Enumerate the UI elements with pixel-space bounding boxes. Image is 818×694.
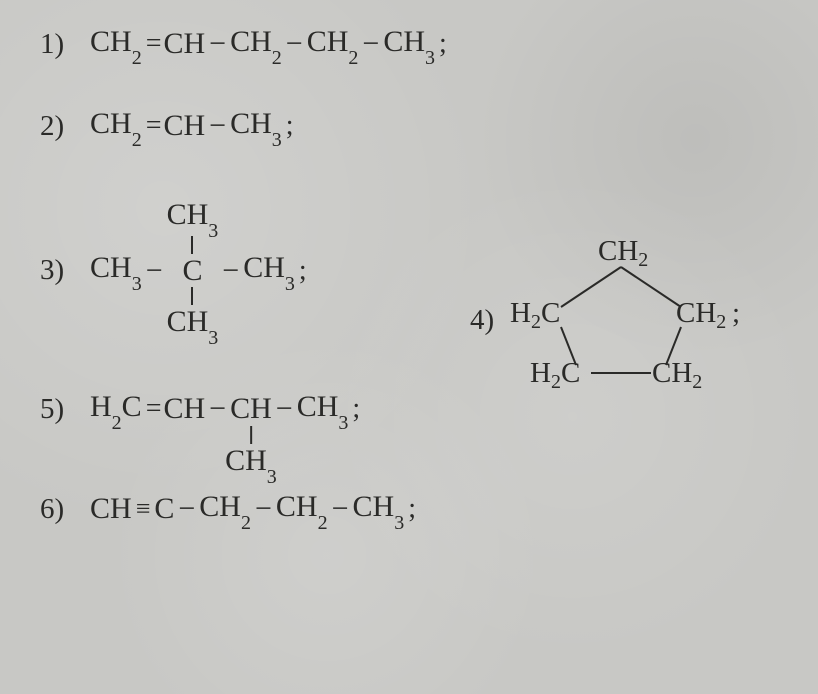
- formula-6: CH ≡ C − CH2 − CH2 − CH3 ;: [90, 490, 416, 529]
- single-bond: −: [276, 392, 293, 426]
- triple-bond: ≡: [136, 494, 151, 524]
- cyclo-top: CH2: [598, 235, 648, 268]
- ch3-group: CH3: [230, 107, 282, 146]
- formula-1: CH2 = CH − CH2 − CH2 − CH3 ;: [90, 25, 447, 64]
- central-carbon-column: CH3 C CH3: [167, 198, 219, 343]
- formula-2: CH2 = CH − CH3 ;: [90, 107, 294, 146]
- c-atom: C: [154, 492, 174, 526]
- ch2-group: CH2: [276, 490, 328, 529]
- item-number-6: 6): [40, 493, 90, 526]
- ch3-group: CH3: [225, 444, 277, 483]
- formula-3: CH3 − CH3 C CH3 − CH3 ;: [90, 198, 307, 343]
- semicolon: ;: [286, 110, 294, 142]
- cyclo-bottom-left: H2C: [530, 357, 580, 390]
- ch-group: CH: [230, 392, 272, 425]
- single-bond: −: [286, 27, 303, 61]
- single-bond: −: [178, 492, 195, 526]
- semicolon: ;: [408, 493, 416, 525]
- ch2-group: CH2: [307, 25, 359, 64]
- single-bond: −: [255, 492, 272, 526]
- item-4: 4) CH2 CH2 CH2 H2C H2C ;: [470, 245, 726, 395]
- double-bond: =: [146, 28, 160, 60]
- ch2-group: CH2: [90, 107, 142, 146]
- ch3-group: CH3: [243, 251, 295, 290]
- vertical-bond: [191, 236, 193, 254]
- semicolon: ;: [732, 297, 740, 330]
- ch3-group: CH3: [383, 25, 435, 64]
- double-bond: =: [146, 393, 160, 425]
- cyclo-upper-right: CH2: [676, 297, 726, 330]
- single-bond: −: [209, 392, 226, 426]
- single-bond: −: [146, 254, 163, 288]
- ch2-group: CH2: [230, 25, 282, 64]
- cyclo-upper-left: H2C: [510, 297, 560, 330]
- formula-4-wrap: 4) CH2 CH2 CH2 H2C H2C ;: [470, 245, 726, 395]
- single-bond: −: [362, 27, 379, 61]
- vertical-bond: [250, 426, 252, 444]
- cyclopentane-structure: CH2 CH2 CH2 H2C H2C ;: [516, 245, 726, 395]
- semicolon: ;: [352, 393, 360, 425]
- ch-group: CH: [163, 109, 205, 143]
- item-6: 6) CH ≡ C − CH2 − CH2 − CH3 ;: [40, 489, 778, 529]
- item-number-3: 3): [40, 254, 90, 287]
- cyclo-bottom-right: CH2: [652, 357, 702, 390]
- item-2: 2) CH2 = CH − CH3 ;: [40, 106, 778, 146]
- ch-group: CH: [163, 27, 205, 61]
- single-bond: −: [209, 109, 226, 143]
- double-bond: =: [146, 110, 160, 142]
- ch-with-branch: CH CH3: [230, 392, 272, 426]
- item-number-5: 5): [40, 393, 90, 426]
- item-1: 1) CH2 = CH − CH2 − CH2 − CH3 ;: [40, 24, 778, 64]
- ch-group: CH: [163, 392, 205, 426]
- formula-5: H2C = CH − CH CH3 − CH3 ;: [90, 390, 360, 429]
- single-bond: −: [332, 492, 349, 526]
- single-bond: −: [222, 254, 239, 288]
- c-atom: C: [182, 254, 202, 287]
- ch3-group: CH3: [297, 390, 349, 429]
- item-number-2: 2): [40, 110, 90, 143]
- ch-group: CH: [90, 492, 132, 526]
- vertical-bond: [191, 287, 193, 305]
- ch2-group: CH2: [90, 25, 142, 64]
- formulas-content: 1) CH2 = CH − CH2 − CH2 − CH3 ; 2) CH2 =…: [0, 0, 818, 593]
- single-bond: −: [209, 27, 226, 61]
- item-5: 5) H2C = CH − CH CH3 − CH3 ;: [40, 389, 778, 429]
- item-number-1: 1): [40, 28, 90, 61]
- ch3-group: CH3: [90, 251, 142, 290]
- ch3-group: CH3: [167, 305, 219, 343]
- h2c-group: H2C: [90, 390, 142, 429]
- ch3-group: CH3: [167, 198, 219, 236]
- ch3-group: CH3: [353, 490, 405, 529]
- semicolon: ;: [439, 28, 447, 60]
- semicolon: ;: [299, 255, 307, 287]
- ch2-group: CH2: [199, 490, 251, 529]
- branch-down: CH3: [225, 426, 277, 483]
